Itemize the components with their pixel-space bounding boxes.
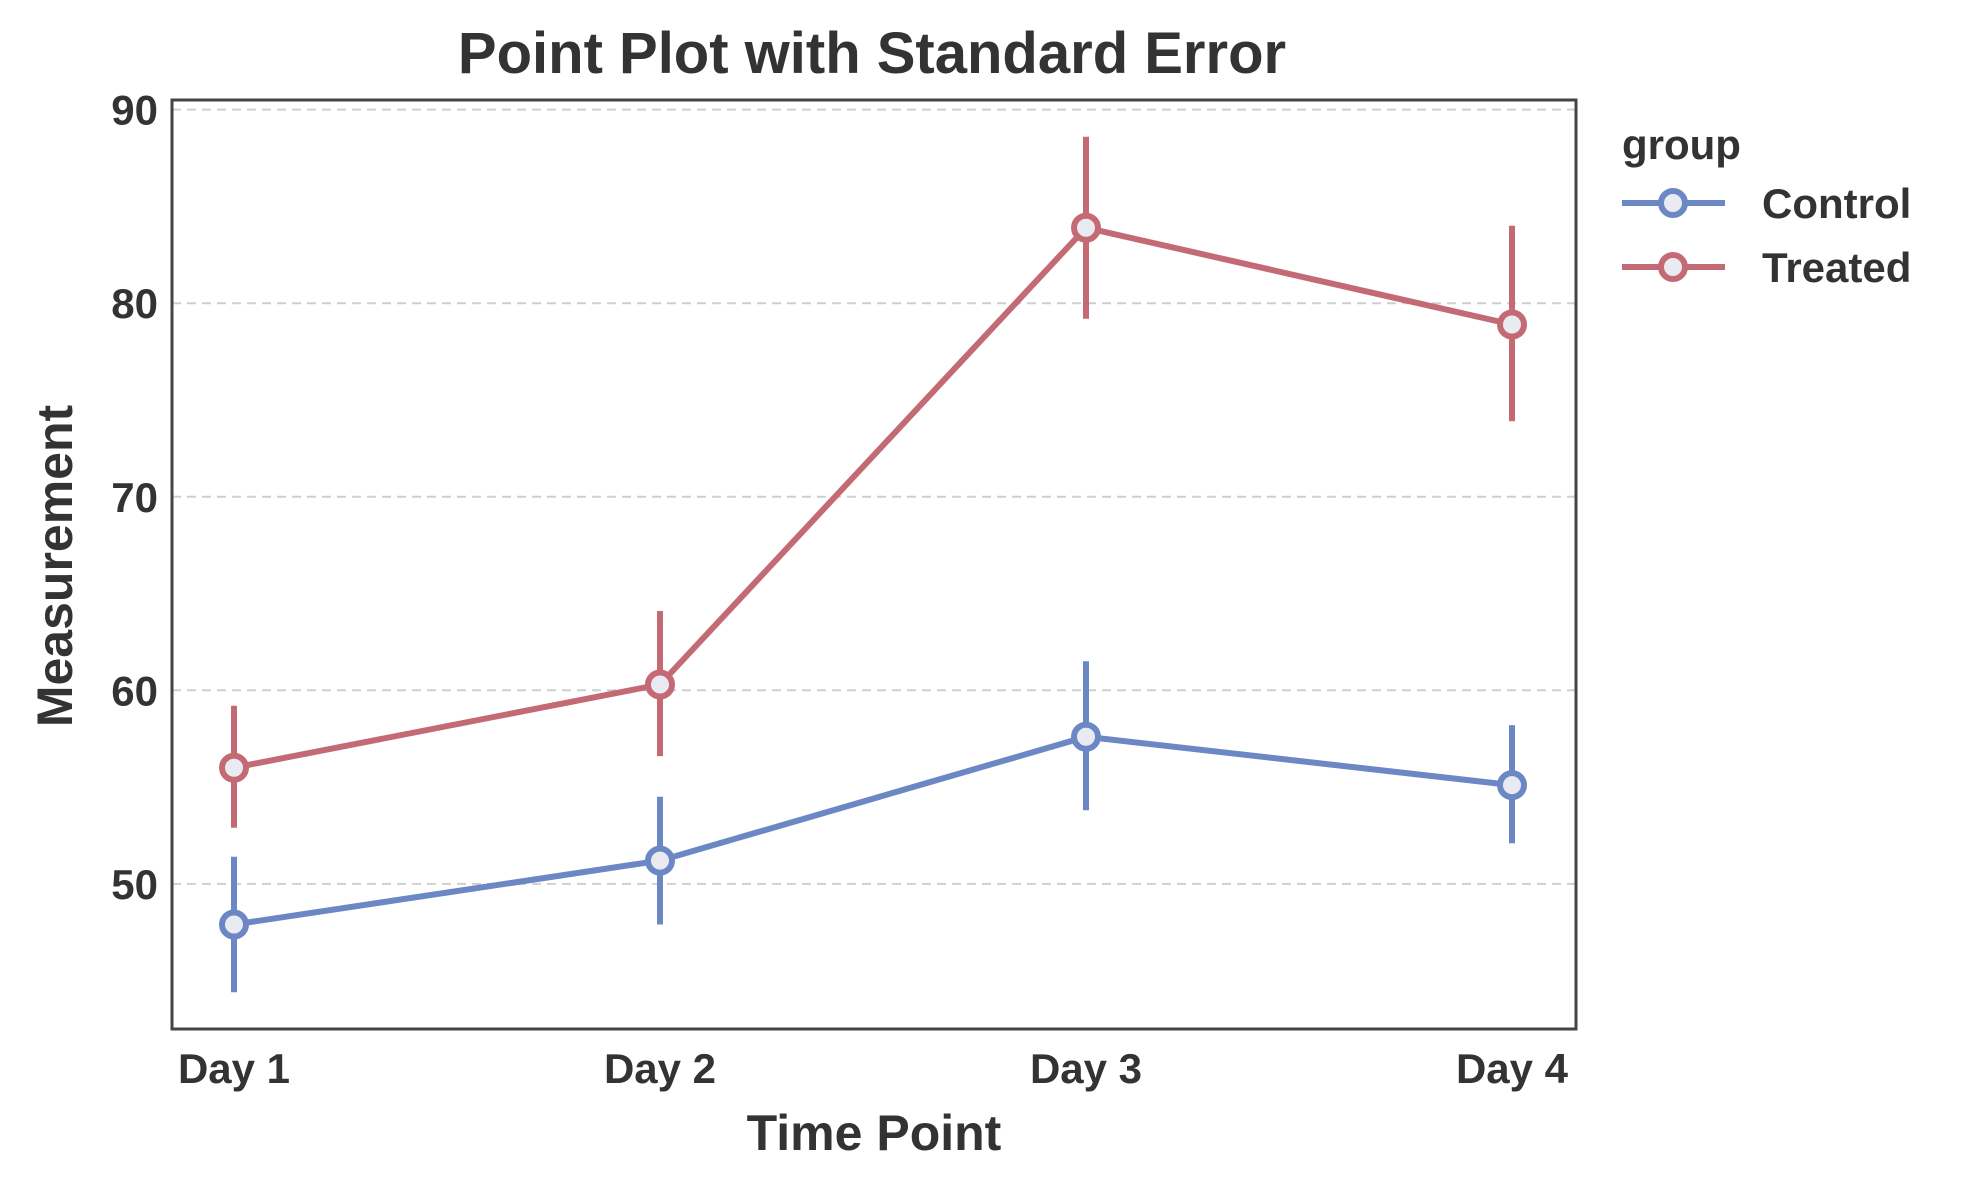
y-tick-label: 60 bbox=[111, 667, 158, 714]
y-tick-label: 70 bbox=[111, 474, 158, 521]
x-tick-label: Day 3 bbox=[1030, 1045, 1142, 1092]
data-point bbox=[219, 752, 249, 783]
y-axis-label: Measurement bbox=[27, 404, 83, 727]
series-control bbox=[219, 661, 1527, 993]
y-tick-label: 50 bbox=[111, 861, 158, 908]
legend-title: group bbox=[1622, 121, 1741, 168]
x-tick-label: Day 4 bbox=[1456, 1045, 1569, 1092]
plot-frame bbox=[170, 98, 1578, 1031]
legend-marker bbox=[1658, 188, 1688, 218]
legend: group Control Treated bbox=[1622, 121, 1911, 291]
series-layer bbox=[219, 136, 1527, 993]
y-axis-ticks: 50 60 70 80 90 bbox=[111, 87, 158, 908]
legend-items: Control Treated bbox=[1622, 180, 1911, 291]
y-tick-label: 80 bbox=[111, 280, 158, 327]
data-point bbox=[1497, 309, 1527, 340]
grid-lines bbox=[172, 108, 1576, 885]
data-point bbox=[645, 669, 675, 700]
x-axis-label: Time Point bbox=[747, 1105, 1002, 1161]
series-line bbox=[233, 224, 1513, 771]
series-treated bbox=[219, 136, 1527, 828]
y-tick-label: 90 bbox=[111, 87, 158, 134]
legend-item-treated: Treated bbox=[1622, 244, 1911, 291]
legend-label: Control bbox=[1762, 180, 1911, 227]
legend-marker bbox=[1658, 252, 1688, 282]
series-line bbox=[233, 733, 1513, 928]
chart-title: Point Plot with Standard Error bbox=[458, 21, 1286, 86]
x-tick-label: Day 2 bbox=[604, 1045, 716, 1092]
data-point bbox=[1071, 721, 1101, 752]
legend-label: Treated bbox=[1762, 244, 1911, 291]
data-point bbox=[1497, 770, 1527, 801]
data-point bbox=[219, 909, 249, 940]
legend-item-control: Control bbox=[1622, 180, 1911, 227]
data-point bbox=[645, 845, 675, 876]
data-point bbox=[1071, 212, 1101, 243]
x-axis-ticks: Day 1 Day 2 Day 3 Day 4 bbox=[178, 1045, 1569, 1092]
x-tick-label: Day 1 bbox=[178, 1045, 290, 1092]
